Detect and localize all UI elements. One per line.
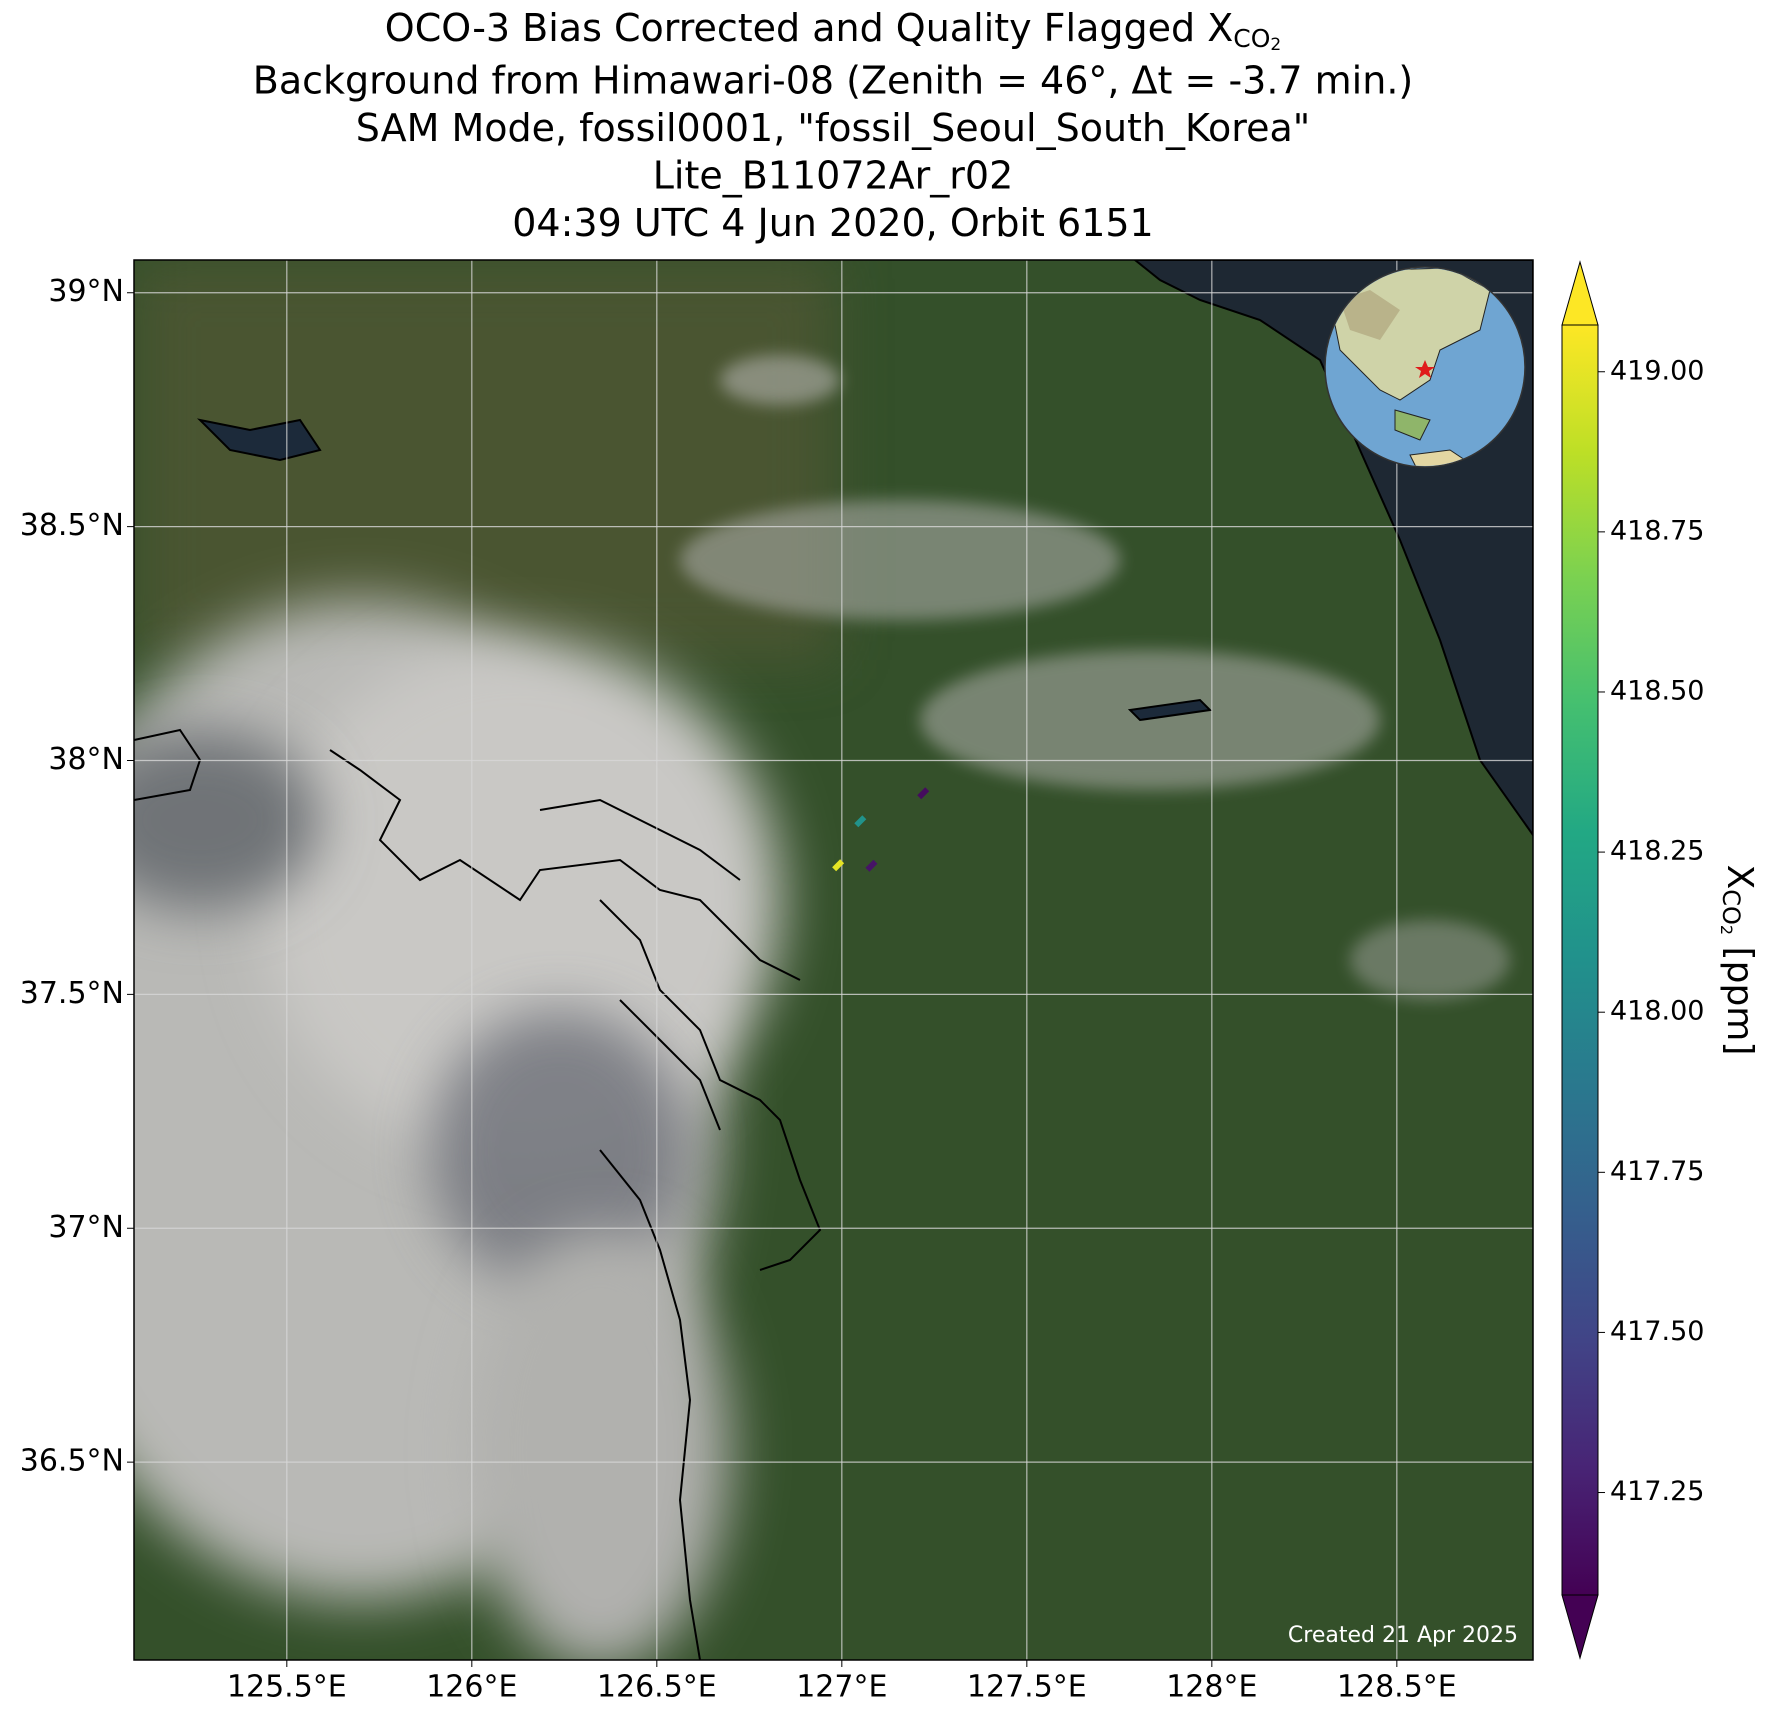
label-sub: CO (1717, 889, 1745, 925)
x-tick-label: 126°E (426, 1670, 517, 1705)
colorbar-tick-label: 417.75 (1610, 1156, 1704, 1187)
chart-subtitle: Background from Himawari-08 (Zenith = 46… (253, 59, 1413, 103)
colorbar-tick-label: 417.50 (1610, 1316, 1704, 1347)
y-tick-label: 36.5°N (20, 1444, 124, 1479)
y-tick-label: 38°N (48, 742, 124, 777)
chart-subtitle: 04:39 UTC 4 Jun 2020, Orbit 6151 (512, 201, 1153, 245)
satellite-background (134, 260, 1533, 1660)
label-unit: [ppm] (1719, 935, 1760, 1055)
colorbar-tick-label: 418.50 (1610, 675, 1704, 706)
sounding (917, 787, 930, 800)
sounding (832, 859, 845, 872)
y-tick-label: 38.5°N (20, 508, 124, 543)
x-tick-label: 128.5°E (1337, 1670, 1457, 1705)
x-tick-label: 125.5°E (227, 1670, 347, 1705)
globe-inset (1324, 266, 1526, 468)
sounding (854, 815, 867, 828)
colorbar-tick-label: 419.00 (1610, 355, 1704, 386)
map-frame (133, 259, 1534, 1661)
y-tick-label: 37.5°N (20, 976, 124, 1011)
colorbar-tick-label: 418.25 (1610, 836, 1704, 867)
colorbar-label: XCO2 [ppm] (1717, 865, 1760, 1056)
chart-subtitle: SAM Mode, fossil0001, "fossil_Seoul_Sout… (356, 106, 1310, 150)
x-tick-label: 128°E (1166, 1670, 1257, 1705)
colorbar-tick-label: 417.25 (1610, 1476, 1704, 1507)
chart-title: OCO-3 Bias Corrected and Quality Flagged… (385, 6, 1281, 56)
label-subsub: 2 (1718, 925, 1737, 935)
title-subsub: 2 (1270, 35, 1281, 55)
x-tick-label: 127.5°E (967, 1670, 1087, 1705)
chart-subtitle: Lite_B11072Ar_r02 (653, 154, 1014, 198)
credit: Created 21 Apr 2025 (1288, 1623, 1518, 1648)
title-block: OCO-3 Bias Corrected and Quality Flagged… (253, 6, 1413, 246)
colorbar: 417.25 417.50 417.75 418.00 418.25 418.50 418.… (1561, 260, 1704, 1660)
sounding (865, 859, 878, 872)
title-text: OCO-3 Bias Corrected and Quality Flagged… (385, 6, 1233, 50)
title-sub: CO (1233, 24, 1270, 53)
x-tick-label: 127°E (796, 1670, 887, 1705)
grid (134, 260, 1533, 1660)
soundings (832, 787, 930, 872)
y-tick-label: 37°N (48, 1210, 124, 1245)
x-tick-label: 126.5°E (597, 1670, 717, 1705)
label-text: X (1719, 865, 1760, 890)
colorbar-tick-label: 418.00 (1610, 996, 1704, 1027)
colorbar-tick-label: 418.75 (1610, 515, 1704, 546)
y-tick-label: 39°N (48, 274, 124, 309)
